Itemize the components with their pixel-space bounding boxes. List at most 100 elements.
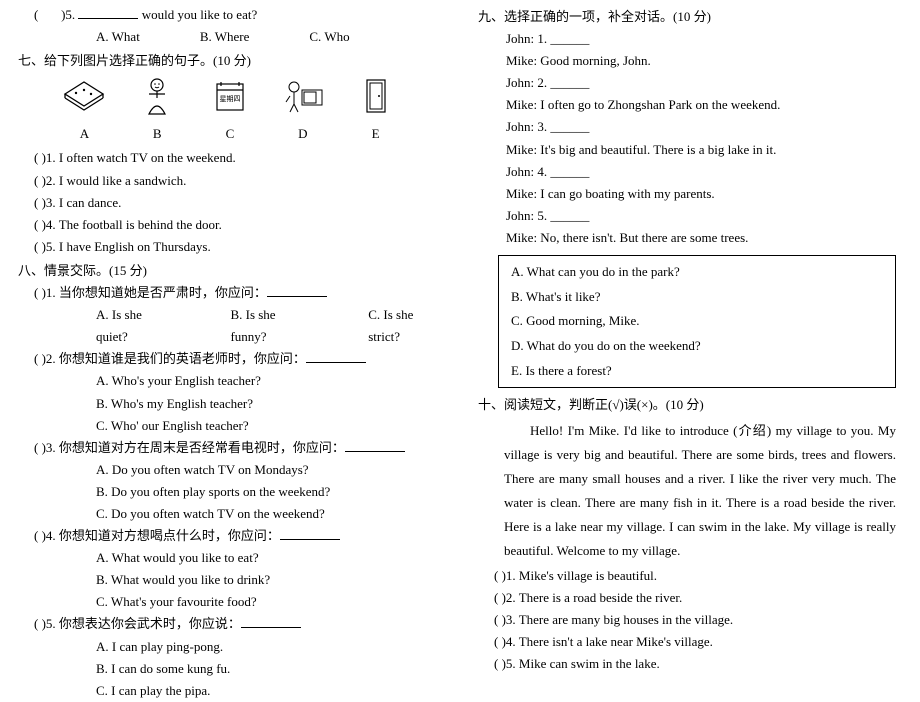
paren: ( [34, 7, 38, 22]
s10-q3: ( )3. There are many big houses in the v… [478, 609, 902, 631]
t: I have English on Thursdays. [59, 239, 211, 254]
s9-l1: Mike: Good morning, John. [478, 50, 902, 72]
stem: 当你想知道她是否严肃时，你应问： [59, 285, 267, 300]
blank[interactable] [280, 528, 340, 540]
img-tv [273, 76, 333, 123]
s9-l9: Mike: No, there isn't. But there are som… [478, 227, 902, 249]
s8-q2: ( )2. 你想知道谁是我们的英语老师时，你应问： [18, 348, 442, 370]
s8-q5-a: A. I can play ping-pong. [18, 636, 442, 658]
s10-q4: ( )4. There isn't a lake near Mike's vil… [478, 631, 902, 653]
blank[interactable] [267, 285, 327, 297]
img-sandwich [54, 76, 114, 123]
s8-q2-a: A. Who's your English teacher? [18, 370, 442, 392]
opt-c: C. Who [309, 26, 349, 48]
lbl-a: A [54, 123, 114, 145]
sec10-title: 十、阅读短文，判断正(√)误(×)。(10 分) [478, 394, 902, 416]
blank[interactable] [345, 440, 405, 452]
p: ( )2. [494, 590, 516, 605]
stem: 你想知道谁是我们的英语老师时，你应问： [59, 351, 306, 366]
p: ( )2. [34, 351, 56, 366]
t: I would like a sandwich. [59, 173, 186, 188]
p: ( )1. [34, 150, 56, 165]
img-calendar: 星期四 [200, 76, 260, 123]
lbl-d: D [273, 123, 333, 145]
s7-q5: ( )5. I have English on Thursdays. [18, 236, 442, 258]
c: C. Is she strict? [368, 304, 442, 348]
p: ( )1. [494, 568, 516, 583]
t: I often watch TV on the weekend. [59, 150, 236, 165]
s9-l2: John: 2. ______ [478, 72, 902, 94]
s9-l7: Mike: I can go boating with my parents. [478, 183, 902, 205]
s9-l6: John: 4. ______ [478, 161, 902, 183]
blank[interactable] [306, 352, 366, 364]
b: B. Is she funny? [230, 304, 308, 348]
s8-q3-b: B. Do you often play sports on the weeke… [18, 481, 442, 503]
s7-q1: ( )1. I often watch TV on the weekend. [18, 147, 442, 169]
sec10-passage: Hello! I'm Mike. I'd like to introduce (… [478, 417, 902, 565]
s8-q2-c: C. Who' our English teacher? [18, 415, 442, 437]
p: ( )5. [34, 616, 56, 631]
opt-e: E. Is there a forest? [511, 359, 883, 384]
s10-q5: ( )5. Mike can swim in the lake. [478, 653, 902, 675]
t: I can dance. [59, 195, 121, 210]
q-text: would you like to eat? [142, 7, 258, 22]
s8-q3-a: A. Do you often watch TV on Mondays? [18, 459, 442, 481]
s8-q4: ( )4. 你想知道对方想喝点什么时，你应问： [18, 525, 442, 547]
s9-l8: John: 5. ______ [478, 205, 902, 227]
s8-q5-c: C. I can play the pipa. [18, 680, 442, 702]
blank[interactable] [78, 7, 138, 19]
s8-q5: ( )5. 你想表达你会武术时，你应说： [18, 613, 442, 635]
p: ( )3. [34, 195, 56, 210]
s9-l5: Mike: It's big and beautiful. There is a… [478, 139, 902, 161]
sec8-title: 八、情景交际。(15 分) [18, 260, 442, 282]
s8-q4-c: C. What's your favourite food? [18, 591, 442, 613]
p: ( )1. [34, 285, 56, 300]
s9-l0: John: 1. ______ [478, 28, 902, 50]
s10-q1: ( )1. Mike's village is beautiful. [478, 565, 902, 587]
s9-l4: John: 3. ______ [478, 116, 902, 138]
opt-b: B. What's it like? [511, 285, 883, 310]
sec7-labels: A B C D E [18, 123, 442, 147]
opt-a: A. What can you do in the park? [511, 260, 883, 285]
left-column: ( )5. would you like to eat? A. What B. … [0, 0, 460, 610]
paren-close: )5. [61, 7, 75, 22]
sec9-option-box: A. What can you do in the park? B. What'… [498, 255, 896, 388]
blank[interactable] [241, 617, 301, 629]
q6-5-opts: A. What B. Where C. Who [18, 26, 442, 48]
t: The football is behind the door. [59, 217, 222, 232]
s8-q4-a: A. What would you like to eat? [18, 547, 442, 569]
sec9-title: 九、选择正确的一项，补全对话。(10 分) [478, 6, 902, 28]
p: ( )3. [34, 440, 56, 455]
s8-q2-b: B. Who's my English teacher? [18, 393, 442, 415]
a: A. Is she quiet? [96, 304, 170, 348]
s7-q2: ( )2. I would like a sandwich. [18, 170, 442, 192]
p: ( )5. [34, 239, 56, 254]
s7-q4: ( )4. The football is behind the door. [18, 214, 442, 236]
p: ( )4. [34, 528, 56, 543]
opt-b: B. Where [200, 26, 250, 48]
s7-q3: ( )3. I can dance. [18, 192, 442, 214]
t: Mike can swim in the lake. [519, 656, 660, 671]
lbl-c: C [200, 123, 260, 145]
t: There isn't a lake near Mike's village. [519, 634, 713, 649]
s8-q1: ( )1. 当你想知道她是否严肃时，你应问： [18, 282, 442, 304]
s8-q5-b: B. I can do some kung fu. [18, 658, 442, 680]
t: There are many big houses in the village… [519, 612, 733, 627]
s8-q1-opts: A. Is she quiet? B. Is she funny? C. Is … [18, 304, 442, 348]
s9-l3: Mike: I often go to Zhongshan Park on th… [478, 94, 902, 116]
lbl-b: B [127, 123, 187, 145]
q6-5: ( )5. would you like to eat? [18, 4, 442, 26]
t: There is a road beside the river. [519, 590, 683, 605]
img-door [346, 76, 406, 123]
sec7-title: 七、给下列图片选择正确的句子。(10 分) [18, 50, 442, 72]
p: ( )4. [494, 634, 516, 649]
svg-text:星期四: 星期四 [219, 95, 240, 103]
stem: 你想知道对方想喝点什么时，你应问： [59, 528, 280, 543]
lbl-e: E [346, 123, 406, 145]
sec7-images: 星期四 [18, 72, 442, 123]
s8-q3-c: C. Do you often watch TV on the weekend? [18, 503, 442, 525]
img-dancer [127, 76, 187, 123]
p: ( )4. [34, 217, 56, 232]
s8-q4-b: B. What would you like to drink? [18, 569, 442, 591]
s8-q3: ( )3. 你想知道对方在周末是否经常看电视时，你应问： [18, 437, 442, 459]
